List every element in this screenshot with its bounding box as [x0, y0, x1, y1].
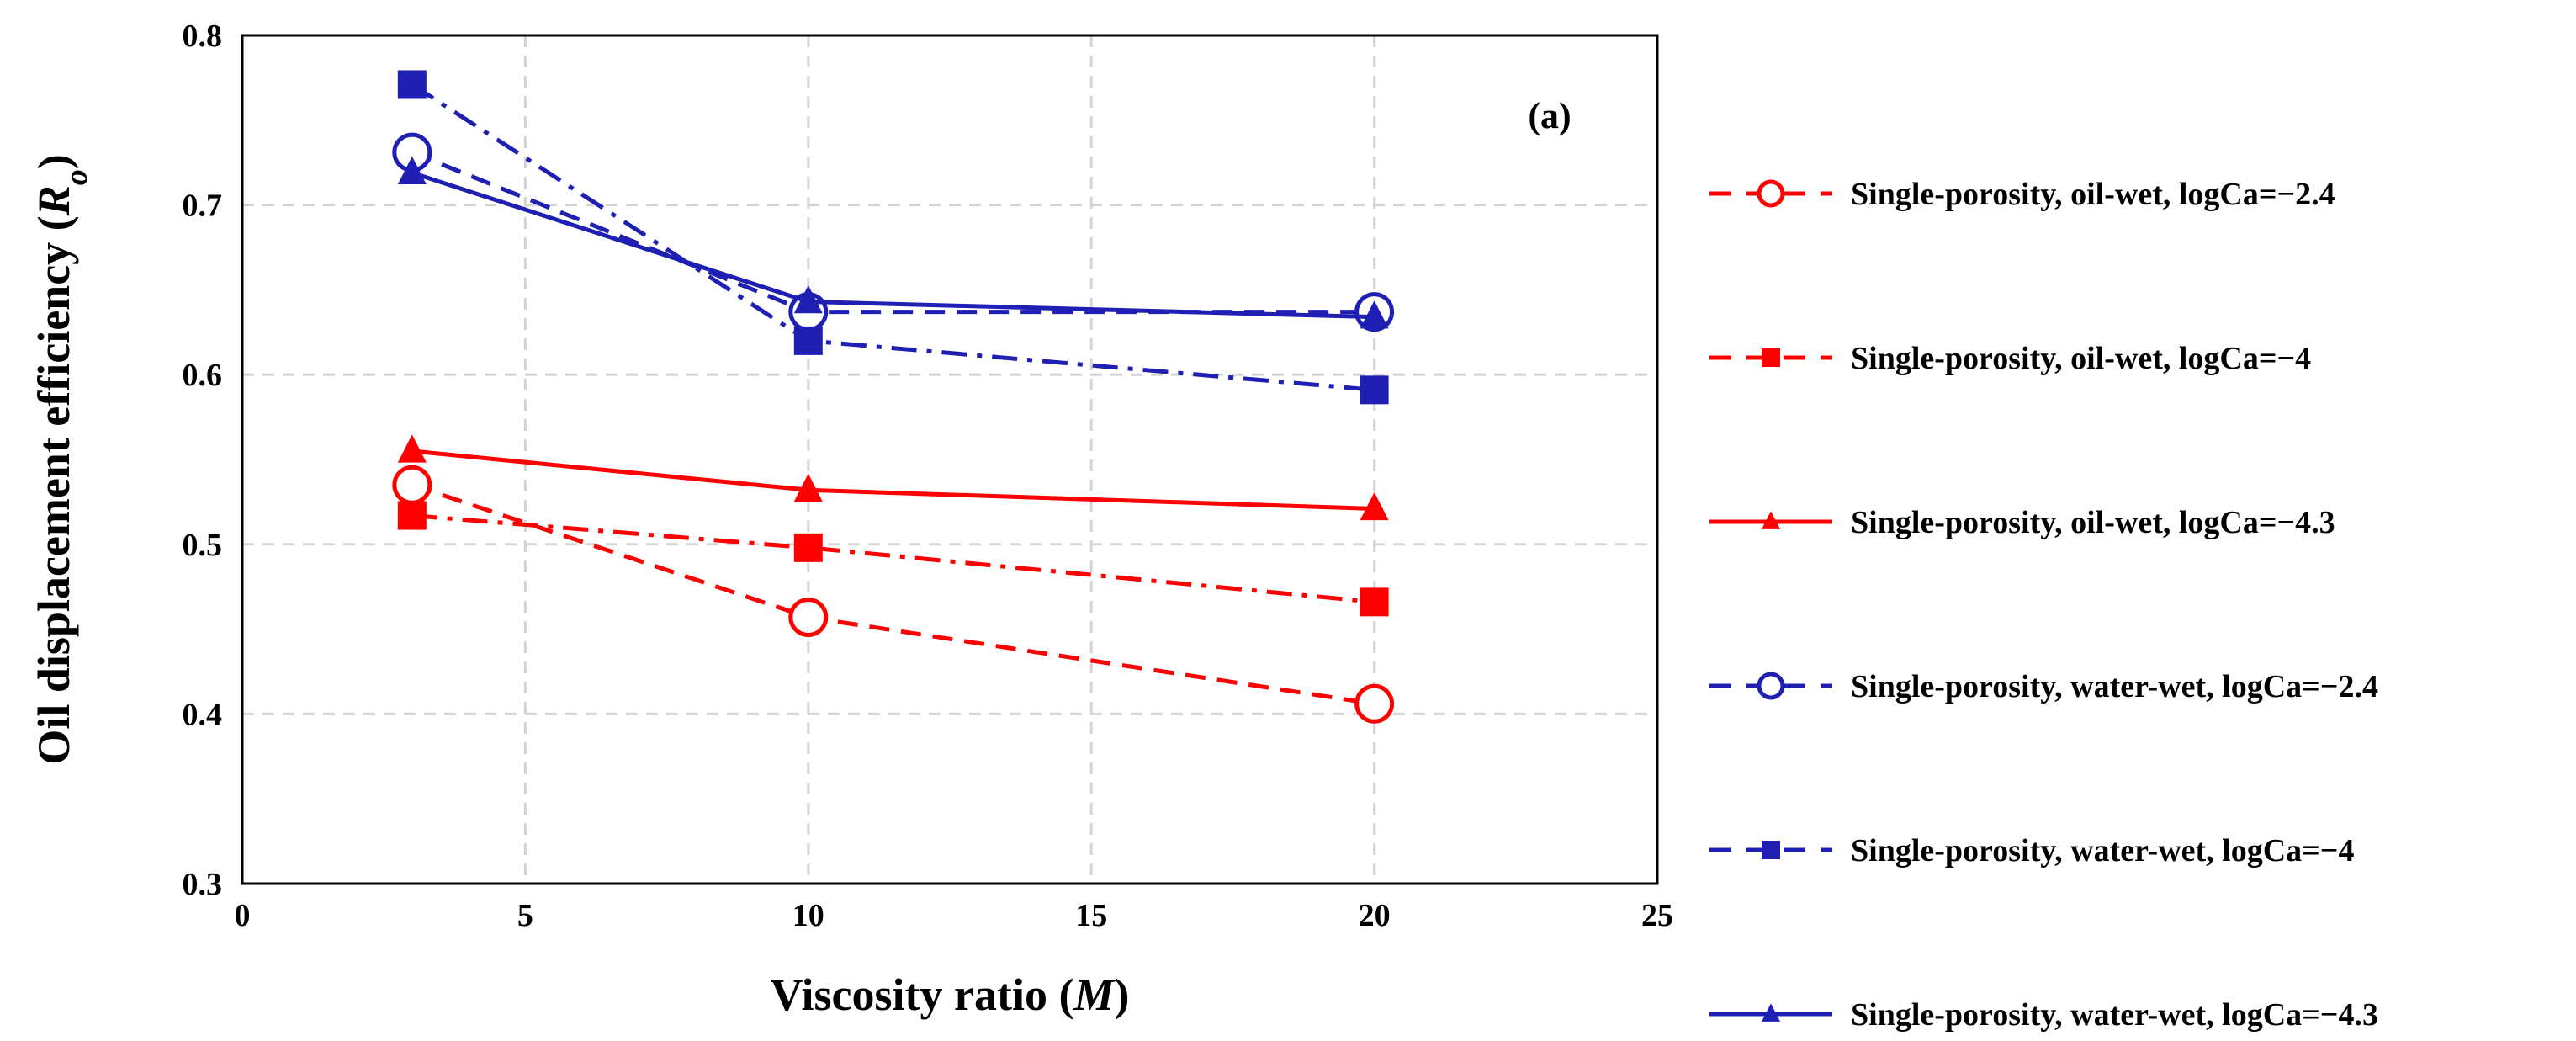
series-line: [411, 170, 1375, 320]
y-axis-title: Oil displacement efficiency (Ro): [29, 154, 94, 764]
grid: [242, 35, 1657, 884]
panel-label: (a): [1528, 95, 1571, 136]
legend-item: Single-porosity, water-wet, logCa=−4: [1709, 833, 2354, 868]
y-axis-title-suffix: ): [29, 154, 79, 169]
y-tick-label: 0.7: [183, 189, 223, 224]
series-6: [397, 156, 1389, 329]
y-tick-labels: 0.3 0.4 0.5 0.6 0.7 0.8: [183, 19, 223, 902]
series-3: [397, 434, 1389, 521]
legend-item: Single-porosity, water-wet, logCa=−2.4: [1709, 669, 2378, 704]
legend-item: Single-porosity, oil-wet, logCa=−4.3: [1709, 505, 2335, 540]
legend-item: Single-porosity, oil-wet, logCa=−2.4: [1709, 177, 2335, 212]
data-point: [392, 465, 432, 505]
y-tick-label: 0.6: [183, 358, 223, 393]
series-group: [392, 70, 1395, 724]
legend-marker: [1762, 841, 1780, 859]
y-axis-title-subscript: o: [59, 169, 94, 185]
plot-area: [241, 34, 1659, 885]
series-line: [411, 449, 1375, 511]
series-2: [397, 501, 1389, 617]
data-point: [1354, 683, 1395, 724]
legend-marker: [1757, 179, 1785, 208]
legend-marker: [1757, 672, 1785, 700]
x-tick-label: 5: [517, 898, 533, 933]
x-axis-title-suffix: ): [1114, 969, 1129, 1020]
legend-label: Single-porosity, water-wet, logCa=−4.3: [1851, 997, 2378, 1033]
legend-label: Single-porosity, water-wet, logCa=−4: [1851, 833, 2354, 868]
series-4: [392, 132, 1395, 332]
x-axis-title-variable: M: [1073, 969, 1116, 1020]
x-tick-label: 0: [235, 898, 251, 933]
x-axis-title: Viscosity ratio (M): [771, 969, 1130, 1020]
data-point: [397, 156, 427, 184]
data-point: [1360, 375, 1389, 405]
y-axis-title-prefix: Oil displacement efficiency (: [29, 215, 79, 764]
series-5: [397, 70, 1389, 405]
data-point: [793, 473, 823, 502]
legend-marker: [1762, 348, 1780, 367]
data-point: [397, 70, 427, 99]
x-tick-label: 20: [1359, 898, 1391, 933]
series-line: [411, 82, 1375, 392]
data-point: [788, 597, 829, 637]
series-line: [411, 513, 1375, 604]
data-point: [793, 533, 823, 562]
x-tick-label: 10: [792, 898, 824, 933]
legend-marker: [1762, 1003, 1780, 1022]
legend-item: Single-porosity, oil-wet, logCa=−4: [1709, 341, 2311, 376]
y-tick-label: 0.8: [183, 19, 223, 54]
data-point: [793, 284, 823, 314]
legend-label: Single-porosity, oil-wet, logCa=−4.3: [1851, 505, 2335, 540]
data-point: [793, 326, 823, 355]
legend-label: Single-porosity, oil-wet, logCa=−2.4: [1851, 177, 2335, 212]
y-tick-label: 0.3: [183, 867, 223, 902]
x-tick-label: 25: [1641, 898, 1673, 933]
x-tick-label: 15: [1075, 898, 1107, 933]
data-point: [1360, 300, 1389, 329]
series-line: [411, 482, 1375, 706]
y-axis-title-variable: R: [29, 185, 79, 216]
legend-label: Single-porosity, oil-wet, logCa=−4: [1851, 341, 2311, 376]
data-point: [397, 434, 427, 463]
x-axis-title-prefix: Viscosity ratio (: [771, 969, 1074, 1020]
legend: Single-porosity, oil-wet, logCa=−2.4 Sing…: [1709, 177, 2378, 1033]
x-tick-labels: 0 5 10 15 20 25: [235, 898, 1674, 933]
legend-marker: [1762, 511, 1780, 529]
y-tick-label: 0.5: [183, 528, 223, 563]
legend-label: Single-porosity, water-wet, logCa=−2.4: [1851, 669, 2378, 704]
series-1: [392, 465, 1395, 724]
data-point: [1360, 587, 1389, 617]
data-point: [1360, 491, 1389, 521]
y-tick-label: 0.4: [183, 697, 223, 732]
data-point: [397, 501, 427, 530]
legend-item: Single-porosity, water-wet, logCa=−4.3: [1709, 997, 2378, 1033]
